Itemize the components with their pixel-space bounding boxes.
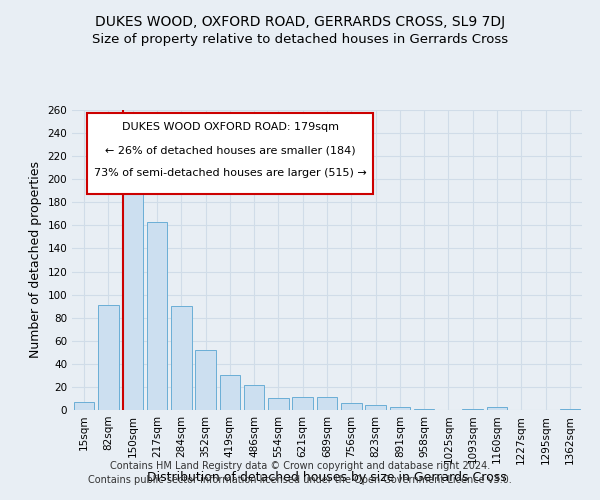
Bar xyxy=(195,350,216,410)
FancyBboxPatch shape xyxy=(88,113,373,194)
Text: Size of property relative to detached houses in Gerrards Cross: Size of property relative to detached ho… xyxy=(92,32,508,46)
Bar xyxy=(341,403,362,410)
Bar xyxy=(74,402,94,410)
Bar xyxy=(292,398,313,410)
Bar xyxy=(122,163,143,410)
Text: ← 26% of detached houses are smaller (184): ← 26% of detached houses are smaller (18… xyxy=(105,145,355,155)
Bar xyxy=(220,376,240,410)
Bar xyxy=(414,409,434,410)
Bar xyxy=(171,306,191,410)
Bar xyxy=(560,409,580,410)
Bar xyxy=(365,406,386,410)
Bar xyxy=(268,398,289,410)
Bar xyxy=(389,406,410,410)
Bar xyxy=(317,398,337,410)
Bar xyxy=(98,305,119,410)
Bar xyxy=(487,406,508,410)
Bar xyxy=(146,222,167,410)
X-axis label: Distribution of detached houses by size in Gerrards Cross: Distribution of detached houses by size … xyxy=(147,470,507,484)
Text: 73% of semi-detached houses are larger (515) →: 73% of semi-detached houses are larger (… xyxy=(94,168,367,178)
Text: Contains HM Land Registry data © Crown copyright and database right 2024.
Contai: Contains HM Land Registry data © Crown c… xyxy=(88,461,512,485)
Y-axis label: Number of detached properties: Number of detached properties xyxy=(29,162,42,358)
Text: DUKES WOOD, OXFORD ROAD, GERRARDS CROSS, SL9 7DJ: DUKES WOOD, OXFORD ROAD, GERRARDS CROSS,… xyxy=(95,15,505,29)
Text: DUKES WOOD OXFORD ROAD: 179sqm: DUKES WOOD OXFORD ROAD: 179sqm xyxy=(122,122,338,132)
Bar xyxy=(244,384,265,410)
Bar xyxy=(463,409,483,410)
